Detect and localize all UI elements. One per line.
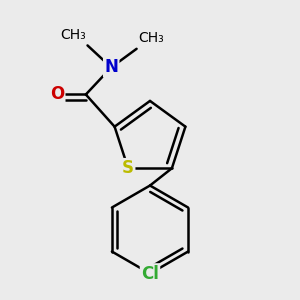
Text: S: S <box>122 159 134 177</box>
Text: O: O <box>50 85 64 103</box>
Text: N: N <box>104 58 118 76</box>
Text: CH₃: CH₃ <box>60 28 86 42</box>
Text: CH₃: CH₃ <box>138 32 164 45</box>
Text: Cl: Cl <box>141 265 159 283</box>
